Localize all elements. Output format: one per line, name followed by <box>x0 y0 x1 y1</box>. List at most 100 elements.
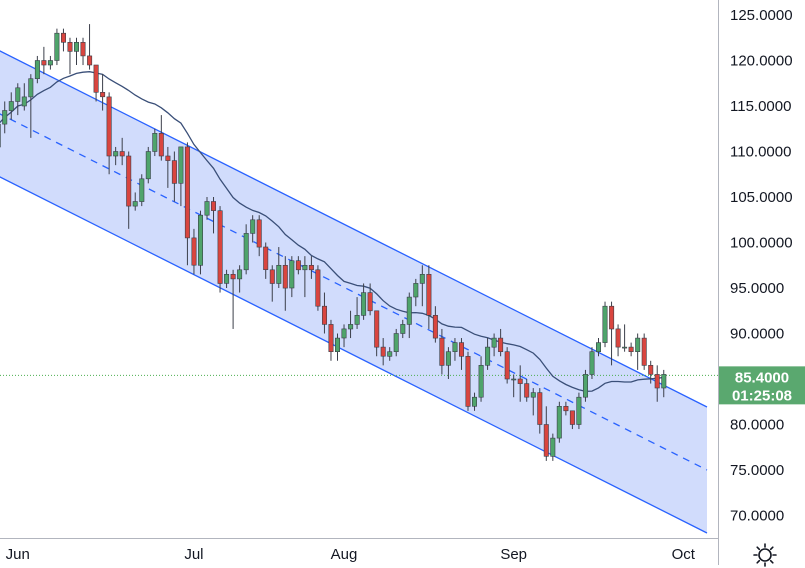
candle <box>531 393 535 398</box>
candle <box>590 352 594 375</box>
candle <box>355 315 359 324</box>
candle <box>538 393 542 425</box>
candle <box>42 61 46 66</box>
x-tick-label: Jun <box>6 546 30 563</box>
candle <box>401 324 405 333</box>
candle <box>433 315 437 338</box>
plot-area <box>0 24 718 533</box>
candle <box>22 97 26 106</box>
candle <box>198 215 202 265</box>
candle <box>544 425 548 457</box>
candle <box>231 274 235 279</box>
candle <box>551 438 555 456</box>
candle <box>166 156 170 161</box>
candle <box>518 379 522 384</box>
candle <box>16 88 20 102</box>
candle <box>564 406 568 411</box>
candle <box>29 79 33 97</box>
candle <box>211 202 215 211</box>
candle <box>74 42 78 51</box>
candle <box>446 352 450 366</box>
y-tick-label: 95.0000 <box>730 280 784 297</box>
candle <box>622 347 626 348</box>
candle <box>270 270 274 284</box>
candle <box>322 306 326 324</box>
gear-icon[interactable] <box>752 542 778 568</box>
x-tick-label: Oct <box>672 546 696 563</box>
candle <box>81 42 85 56</box>
candle <box>218 211 222 284</box>
candle <box>662 374 666 388</box>
candle <box>257 220 261 247</box>
candle <box>420 274 424 283</box>
candle <box>133 202 137 207</box>
candle <box>642 338 646 365</box>
candle <box>94 65 98 92</box>
candle <box>492 338 496 347</box>
candle <box>179 147 183 183</box>
candle <box>335 338 339 352</box>
candle <box>381 347 385 356</box>
candle <box>609 306 613 329</box>
candle <box>192 238 196 265</box>
candle <box>277 265 281 283</box>
y-tick-label: 110.0000 <box>730 144 791 161</box>
candle <box>649 365 653 374</box>
candle <box>35 61 39 79</box>
candle <box>394 334 398 352</box>
candle <box>309 265 313 270</box>
last-price-label: 85.4000 <box>735 369 789 386</box>
candle <box>414 283 418 297</box>
candle <box>629 347 633 352</box>
y-tick-label: 70.0000 <box>730 508 784 525</box>
candle <box>146 152 150 179</box>
candle <box>348 324 352 329</box>
y-tick-label: 125.0000 <box>730 7 793 24</box>
candle <box>388 352 392 357</box>
candle <box>283 265 287 288</box>
candle <box>303 265 307 270</box>
candle <box>68 42 72 51</box>
candle <box>114 152 118 157</box>
candle <box>61 33 65 42</box>
y-tick-label: 100.0000 <box>730 235 793 252</box>
candle <box>120 152 124 157</box>
candle <box>505 352 509 379</box>
candle <box>87 56 91 65</box>
candle <box>296 261 300 270</box>
candle <box>407 297 411 324</box>
candle <box>485 347 489 365</box>
x-tick-label: Sep <box>500 546 527 563</box>
candle <box>577 397 581 424</box>
candle <box>55 33 59 60</box>
candle <box>375 311 379 347</box>
candle <box>3 111 7 125</box>
candle <box>525 384 529 398</box>
candle <box>9 102 13 111</box>
candle <box>557 406 561 438</box>
candle <box>342 329 346 338</box>
y-tick-label: 80.0000 <box>730 417 784 434</box>
candle <box>472 397 476 406</box>
candle <box>596 343 600 352</box>
y-tick-label: 120.0000 <box>730 53 793 70</box>
candle <box>185 147 189 238</box>
candle <box>140 179 144 202</box>
candle <box>479 365 483 397</box>
candle <box>264 247 268 270</box>
candle <box>316 270 320 306</box>
y-tick-label: 75.0000 <box>730 462 784 479</box>
candle <box>583 374 587 397</box>
regression-channel-fill <box>0 50 707 533</box>
candle <box>603 306 607 342</box>
candle <box>205 202 209 216</box>
x-tick-label: Jul <box>184 546 203 563</box>
y-tick-label: 105.0000 <box>730 189 793 206</box>
candle <box>466 356 470 406</box>
candle <box>453 343 457 352</box>
candle <box>655 374 659 388</box>
candle <box>237 270 241 279</box>
candle <box>616 329 620 347</box>
candle <box>427 274 431 315</box>
